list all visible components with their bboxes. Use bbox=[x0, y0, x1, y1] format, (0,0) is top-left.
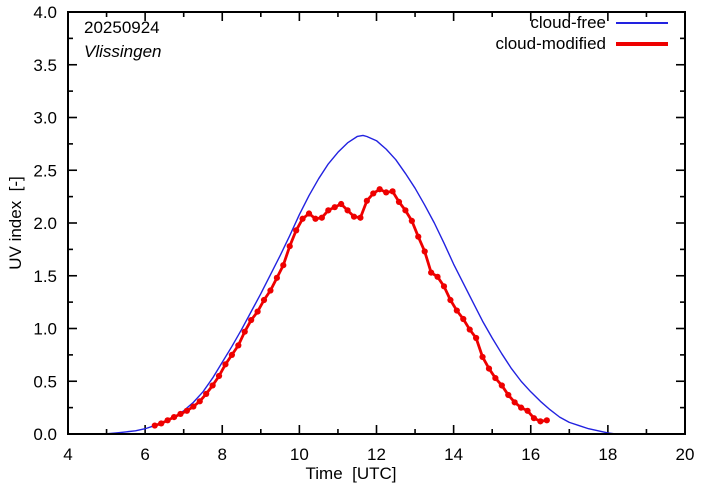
data-point-marker-cloud-modified bbox=[273, 274, 280, 281]
data-point-marker-cloud-modified bbox=[376, 186, 383, 193]
legend-label-cloud-free: cloud-free bbox=[530, 12, 606, 32]
x-tick-label: 12 bbox=[367, 445, 386, 464]
legend-line-sample-cloud-modified bbox=[616, 41, 668, 46]
data-point-marker-cloud-modified bbox=[293, 227, 300, 234]
data-point-marker-cloud-modified bbox=[248, 316, 255, 324]
data-point-marker-cloud-modified bbox=[344, 207, 351, 214]
legend: cloud-free cloud-modified bbox=[495, 12, 668, 54]
y-tick-label: 4.0 bbox=[33, 3, 57, 22]
data-point-marker-cloud-modified bbox=[479, 353, 486, 361]
data-point-marker-cloud-modified bbox=[196, 398, 203, 405]
data-point-marker-cloud-modified bbox=[190, 403, 197, 410]
y-tick-label: 0.0 bbox=[33, 425, 57, 444]
data-point-marker-cloud-modified bbox=[543, 417, 550, 424]
data-point-marker-cloud-modified bbox=[428, 269, 435, 276]
date-label: 20250924 bbox=[84, 18, 160, 37]
y-tick-label: 1.0 bbox=[33, 320, 57, 339]
data-point-marker-cloud-modified bbox=[415, 233, 422, 240]
data-point-marker-cloud-modified bbox=[350, 213, 358, 220]
data-point-marker-cloud-modified bbox=[203, 390, 210, 398]
x-tick-label: 10 bbox=[290, 445, 309, 464]
data-point-marker-cloud-modified bbox=[530, 415, 538, 422]
data-point-marker-cloud-modified bbox=[363, 197, 370, 204]
legend-item-cloud-modified: cloud-modified bbox=[495, 33, 668, 54]
curve-cloud-free bbox=[103, 134, 617, 435]
data-point-marker-cloud-modified bbox=[357, 214, 364, 221]
data-point-marker-cloud-modified bbox=[260, 296, 268, 304]
data-point-marker-cloud-modified bbox=[222, 361, 229, 368]
x-tick-label: 4 bbox=[63, 445, 72, 464]
data-point-marker-cloud-modified bbox=[421, 248, 428, 255]
data-point-marker-cloud-modified bbox=[325, 207, 332, 214]
legend-item-cloud-free: cloud-free bbox=[495, 12, 668, 33]
x-tick-label: 8 bbox=[218, 445, 227, 464]
legend-label-cloud-modified: cloud-modified bbox=[495, 33, 606, 53]
data-point-marker-cloud-modified bbox=[505, 391, 512, 399]
data-point-marker-cloud-modified bbox=[473, 334, 480, 342]
station-label: Vlissingen bbox=[84, 42, 162, 61]
data-point-marker-cloud-modified bbox=[389, 188, 396, 195]
x-tick-label: 20 bbox=[676, 445, 695, 464]
data-point-marker-cloud-modified bbox=[183, 407, 190, 414]
data-point-marker-cloud-modified bbox=[267, 287, 274, 294]
data-point-marker-cloud-modified bbox=[453, 307, 460, 314]
y-axis-title: UV index [-] bbox=[6, 176, 26, 270]
data-point-marker-cloud-modified bbox=[305, 210, 313, 217]
data-point-marker-cloud-modified bbox=[518, 404, 525, 411]
data-point-marker-cloud-modified bbox=[402, 207, 409, 214]
data-point-marker-cloud-modified bbox=[209, 382, 216, 389]
x-tick-label: 16 bbox=[521, 445, 540, 464]
data-point-marker-cloud-modified bbox=[460, 315, 467, 323]
data-point-marker-cloud-modified bbox=[338, 200, 345, 208]
y-tick-label: 1.5 bbox=[33, 267, 57, 286]
data-point-marker-cloud-modified bbox=[434, 273, 441, 280]
data-point-marker-cloud-modified bbox=[383, 189, 390, 196]
data-point-marker-cloud-modified bbox=[228, 351, 235, 358]
data-point-marker-cloud-modified bbox=[177, 410, 184, 418]
x-tick-label: 6 bbox=[140, 445, 149, 464]
y-tick-label: 3.5 bbox=[33, 56, 57, 75]
data-point-marker-cloud-modified bbox=[312, 215, 319, 222]
data-point-marker-cloud-modified bbox=[331, 204, 338, 211]
data-point-marker-cloud-modified bbox=[492, 374, 499, 382]
x-axis-title: Time [UTC] bbox=[305, 464, 397, 483]
y-tick-label: 2.5 bbox=[33, 161, 57, 180]
data-point-marker-cloud-modified bbox=[511, 399, 518, 406]
data-point-marker-cloud-modified bbox=[241, 328, 248, 335]
data-point-marker-cloud-modified bbox=[485, 365, 493, 372]
data-point-marker-cloud-modified bbox=[466, 326, 473, 333]
data-point-marker-cloud-modified bbox=[280, 262, 287, 269]
plot-frame bbox=[67, 11, 686, 435]
data-point-marker-cloud-modified bbox=[170, 414, 178, 421]
data-point-marker-cloud-modified bbox=[158, 420, 165, 427]
y-tick-label: 2.0 bbox=[33, 214, 57, 233]
data-point-marker-cloud-modified bbox=[408, 217, 415, 224]
data-point-marker-cloud-modified bbox=[447, 296, 454, 304]
data-point-marker-cloud-modified bbox=[440, 283, 448, 290]
y-tick-label: 3.0 bbox=[33, 109, 57, 128]
data-point-marker-cloud-modified bbox=[235, 342, 242, 349]
data-point-marker-cloud-modified bbox=[286, 243, 293, 250]
data-point-marker-cloud-modified bbox=[299, 215, 306, 222]
data-point-marker-cloud-modified bbox=[498, 382, 505, 389]
data-point-marker-cloud-modified bbox=[537, 418, 544, 425]
data-point-marker-cloud-modified bbox=[151, 422, 158, 429]
data-point-marker-cloud-modified bbox=[164, 417, 171, 424]
curve-cloud-modified bbox=[153, 187, 549, 427]
y-tick-label: 0.5 bbox=[33, 372, 57, 391]
data-point-marker-cloud-modified bbox=[254, 308, 261, 315]
legend-line-sample-cloud-free bbox=[616, 21, 668, 24]
x-tick-label: 14 bbox=[444, 445, 463, 464]
data-point-marker-cloud-modified bbox=[318, 214, 325, 221]
data-point-marker-cloud-modified bbox=[395, 198, 403, 205]
data-point-marker-cloud-modified bbox=[524, 407, 531, 414]
x-tick-label: 18 bbox=[598, 445, 617, 464]
data-point-marker-cloud-modified bbox=[370, 190, 377, 197]
data-point-marker-cloud-modified bbox=[215, 372, 223, 380]
